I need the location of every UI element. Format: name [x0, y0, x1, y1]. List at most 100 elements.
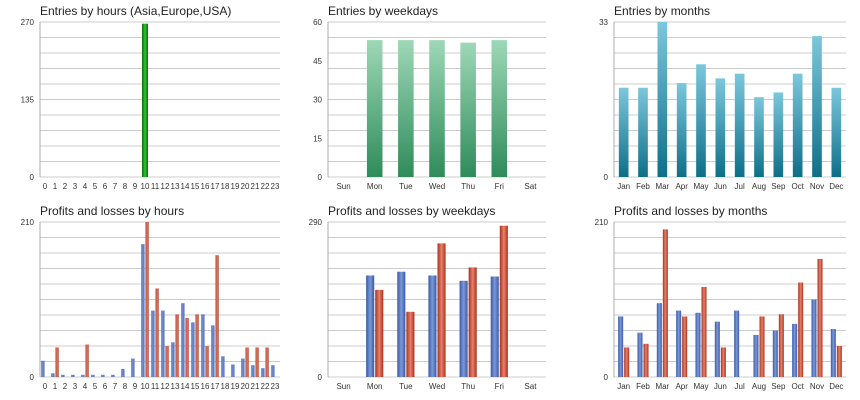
- y-tick-label: 135: [21, 96, 35, 105]
- x-tick-label: 11: [151, 382, 160, 391]
- x-tick-label: Aug: [752, 382, 766, 391]
- x-tick-label: Nov: [810, 382, 824, 391]
- x-tick-label: Thu: [461, 382, 475, 391]
- y-tick-label: 270: [21, 18, 35, 27]
- bar-profits: [171, 342, 175, 377]
- x-tick-label: Mar: [655, 382, 669, 391]
- bar-losses: [682, 316, 688, 377]
- bar: [429, 40, 445, 178]
- bar-losses: [195, 314, 199, 377]
- bar-losses: [643, 343, 649, 377]
- bar: [366, 40, 383, 178]
- x-tick-label: Jun: [714, 182, 727, 191]
- bar-losses: [437, 243, 446, 377]
- chart-2: Entries by weekdays 0 15 30 45 60 Sun Mon Tue Wed…: [313, 4, 546, 191]
- bar-losses: [499, 225, 508, 377]
- x-tick-label: 9: [133, 182, 138, 191]
- bar-profits: [772, 330, 778, 377]
- chart-title: Entries by weekdays: [328, 4, 438, 18]
- chart-5: Profits and losses by weekdays 0 290 Sun Mon…: [309, 204, 546, 391]
- bar-profits: [251, 365, 255, 377]
- bar-profits: [231, 364, 235, 377]
- bar-profits: [121, 368, 125, 377]
- x-tick-label: 7: [113, 182, 118, 191]
- bar-losses: [175, 314, 179, 377]
- x-tick-label: Wed: [429, 382, 445, 391]
- bar: [676, 83, 687, 177]
- x-tick-label: 10: [141, 182, 150, 191]
- x-tick-label: Sat: [524, 382, 537, 391]
- chart-1: Entries by hours (Asia,Europe,USA)013527…: [21, 4, 280, 191]
- bar-losses: [836, 346, 842, 377]
- bar-losses: [662, 229, 668, 377]
- chart-3: Entries by months 0 33 Jan Feb Mar Apr May Jun Ju…: [599, 4, 846, 191]
- bar-profits: [676, 310, 682, 377]
- bar-losses: [759, 316, 765, 377]
- x-tick-label: Dec: [829, 382, 843, 391]
- x-tick-label: Jan: [617, 382, 630, 391]
- bar-profits: [397, 271, 406, 377]
- x-tick-label: 5: [93, 382, 98, 391]
- y-tick-label: 15: [313, 134, 322, 143]
- bar-profits: [637, 332, 643, 377]
- x-tick-label: 19: [231, 182, 240, 191]
- bar: [831, 87, 842, 177]
- bar-profits: [61, 374, 65, 377]
- bar-profits: [428, 275, 437, 377]
- bar-losses: [720, 347, 726, 377]
- x-tick-label: 15: [191, 382, 200, 391]
- x-tick-label: Mon: [367, 182, 383, 191]
- x-tick-label: Mar: [655, 182, 669, 191]
- x-tick-label: 17: [211, 382, 220, 391]
- x-tick-label: 10: [141, 382, 150, 391]
- bar: [657, 22, 668, 177]
- x-tick-label: Jan: [617, 182, 630, 191]
- chart-title: Profits and losses by hours: [40, 204, 184, 218]
- y-tick-label: 33: [599, 18, 608, 27]
- x-tick-label: 22: [261, 182, 270, 191]
- bar-profits: [271, 365, 275, 377]
- x-tick-label: 14: [181, 382, 190, 391]
- bar: [460, 42, 476, 177]
- x-tick-label: 3: [73, 382, 78, 391]
- chart-title: Profits and losses by weekdays: [328, 204, 495, 218]
- bar: [715, 78, 726, 177]
- y-tick-label: 290: [309, 218, 323, 227]
- bar-losses: [215, 255, 219, 377]
- x-tick-label: Feb: [636, 182, 650, 191]
- bar-profits: [101, 374, 105, 377]
- bar-profits: [81, 374, 85, 377]
- x-tick-label: 0: [43, 382, 48, 391]
- x-tick-label: 19: [231, 382, 240, 391]
- x-tick-label: 16: [201, 382, 210, 391]
- x-tick-label: 21: [251, 182, 260, 191]
- x-tick-label: Wed: [429, 182, 445, 191]
- bar-profits: [41, 360, 45, 377]
- bar-losses: [375, 289, 384, 377]
- bar-profits: [161, 310, 165, 377]
- bar: [398, 40, 414, 178]
- bar-profits: [141, 244, 145, 377]
- x-tick-label: 2: [63, 382, 68, 391]
- x-tick-label: 6: [103, 382, 108, 391]
- x-tick-label: Aug: [752, 182, 766, 191]
- x-tick-label: 17: [211, 182, 220, 191]
- bar-profits: [656, 303, 662, 377]
- bar-profits: [714, 321, 720, 377]
- bar-profits: [792, 323, 798, 377]
- bar-losses: [624, 347, 630, 377]
- x-tick-label: 4: [83, 182, 88, 191]
- x-tick-label: Apr: [675, 182, 688, 191]
- x-tick-label: 16: [201, 182, 210, 191]
- bar: [491, 40, 508, 178]
- bar-profits: [111, 374, 115, 377]
- x-tick-label: 21: [251, 382, 260, 391]
- bar-profits: [695, 312, 701, 377]
- x-tick-label: May: [693, 182, 708, 191]
- x-tick-label: 9: [133, 382, 138, 391]
- x-tick-label: Jul: [735, 382, 745, 391]
- bar: [696, 64, 706, 177]
- y-tick-label: 0: [604, 173, 609, 182]
- x-tick-label: Fri: [495, 382, 505, 391]
- y-tick-label: 0: [30, 173, 35, 182]
